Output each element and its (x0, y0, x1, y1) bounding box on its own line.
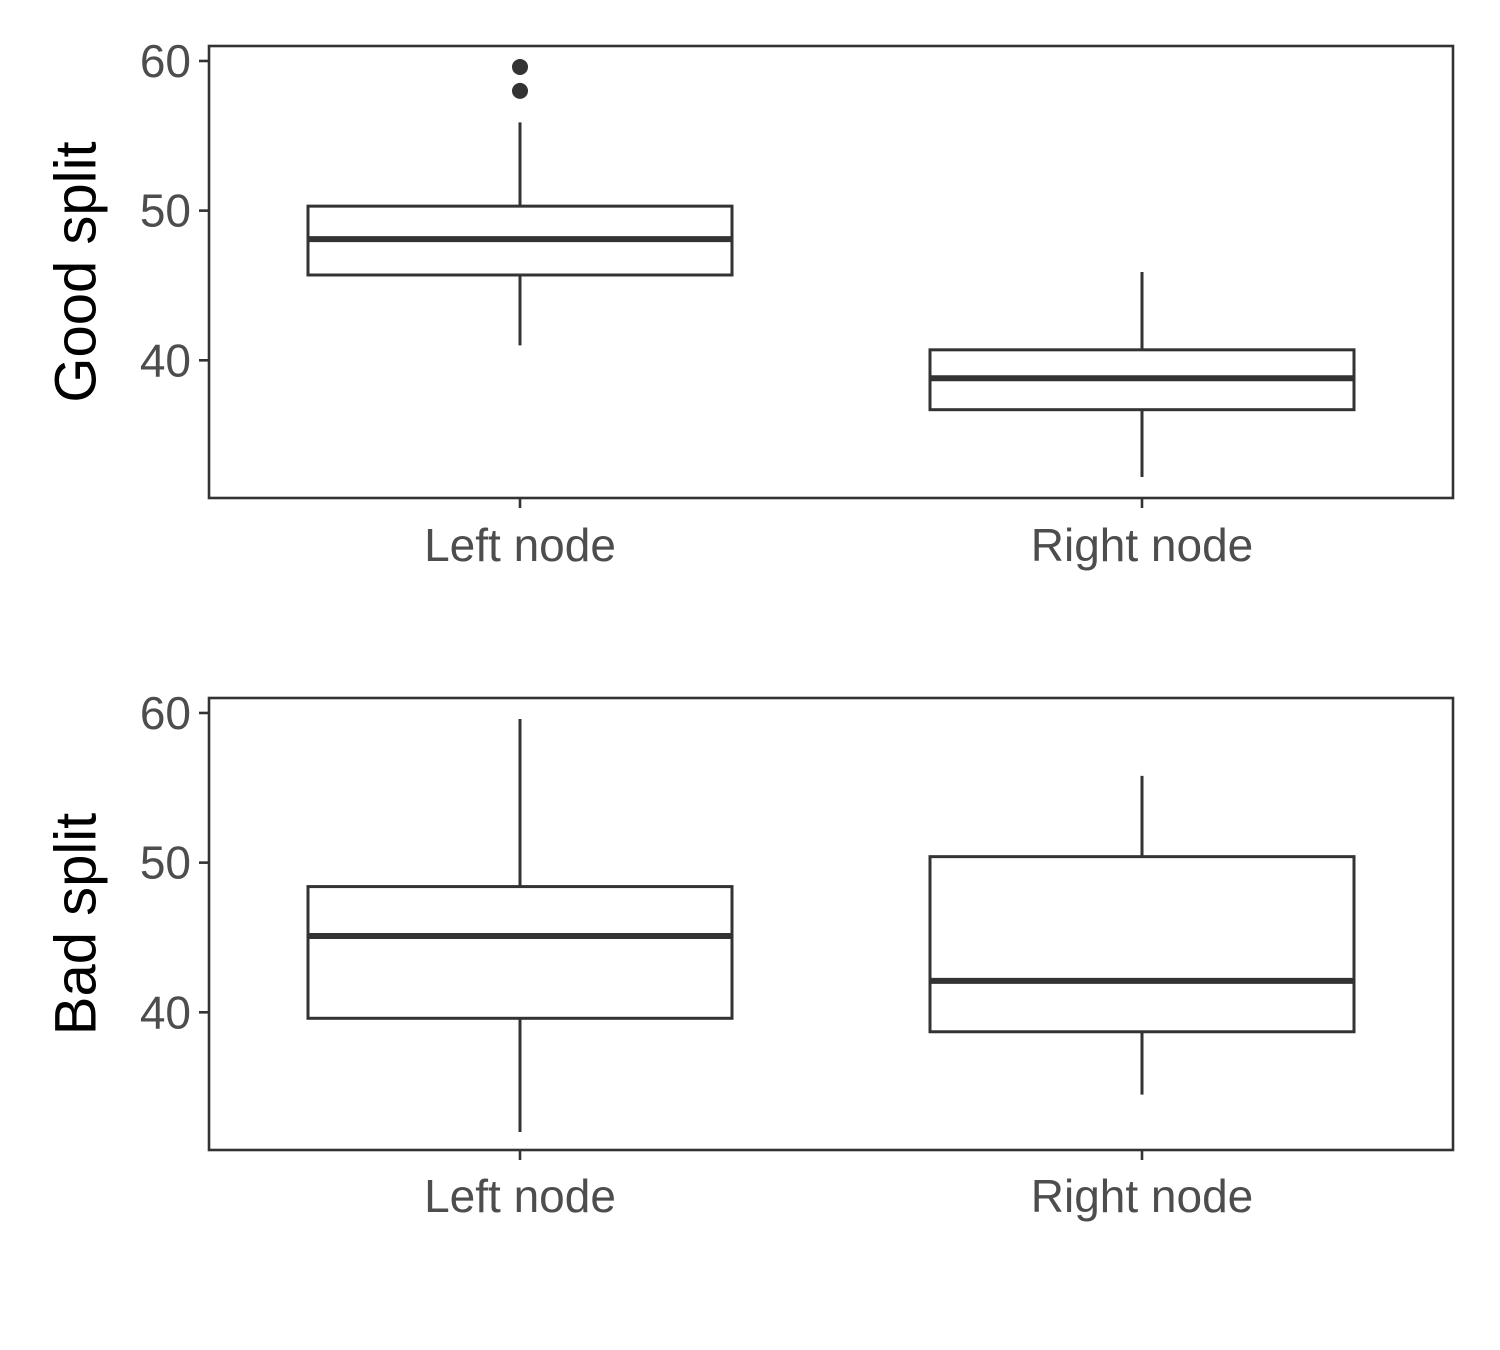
box-body (928, 855, 1356, 1034)
box-body (306, 885, 734, 1020)
x-tick-label: Left node (424, 1170, 616, 1222)
y-axis-title: Bad split (44, 813, 109, 1035)
box-1 (306, 58, 734, 346)
y-tick-label: 40 (140, 986, 191, 1038)
y-tick-label: 40 (140, 334, 191, 386)
box-1 (306, 718, 734, 1133)
y-tick-label: 50 (140, 837, 191, 889)
outlier-point (512, 58, 528, 75)
y-axis-title: Good split (44, 141, 109, 402)
x-tick-label: Right node (1031, 519, 1254, 571)
panel-border (207, 696, 1455, 1152)
y-tick-label: 50 (140, 185, 191, 237)
boxplot-panel-1: 40 50 60 Left node Right node Good split (44, 35, 1455, 571)
box-2 (928, 775, 1356, 1095)
panel-border (207, 44, 1455, 500)
boxplot-panel-2: 40 50 60 Left node Right node Bad split (44, 687, 1455, 1222)
x-tick-label: Right node (1031, 1170, 1254, 1222)
y-tick-label: 60 (140, 35, 191, 87)
y-tick-label: 60 (140, 687, 191, 739)
outlier-point (512, 82, 528, 99)
x-tick-label: Left node (424, 519, 616, 571)
box-2 (928, 272, 1356, 478)
